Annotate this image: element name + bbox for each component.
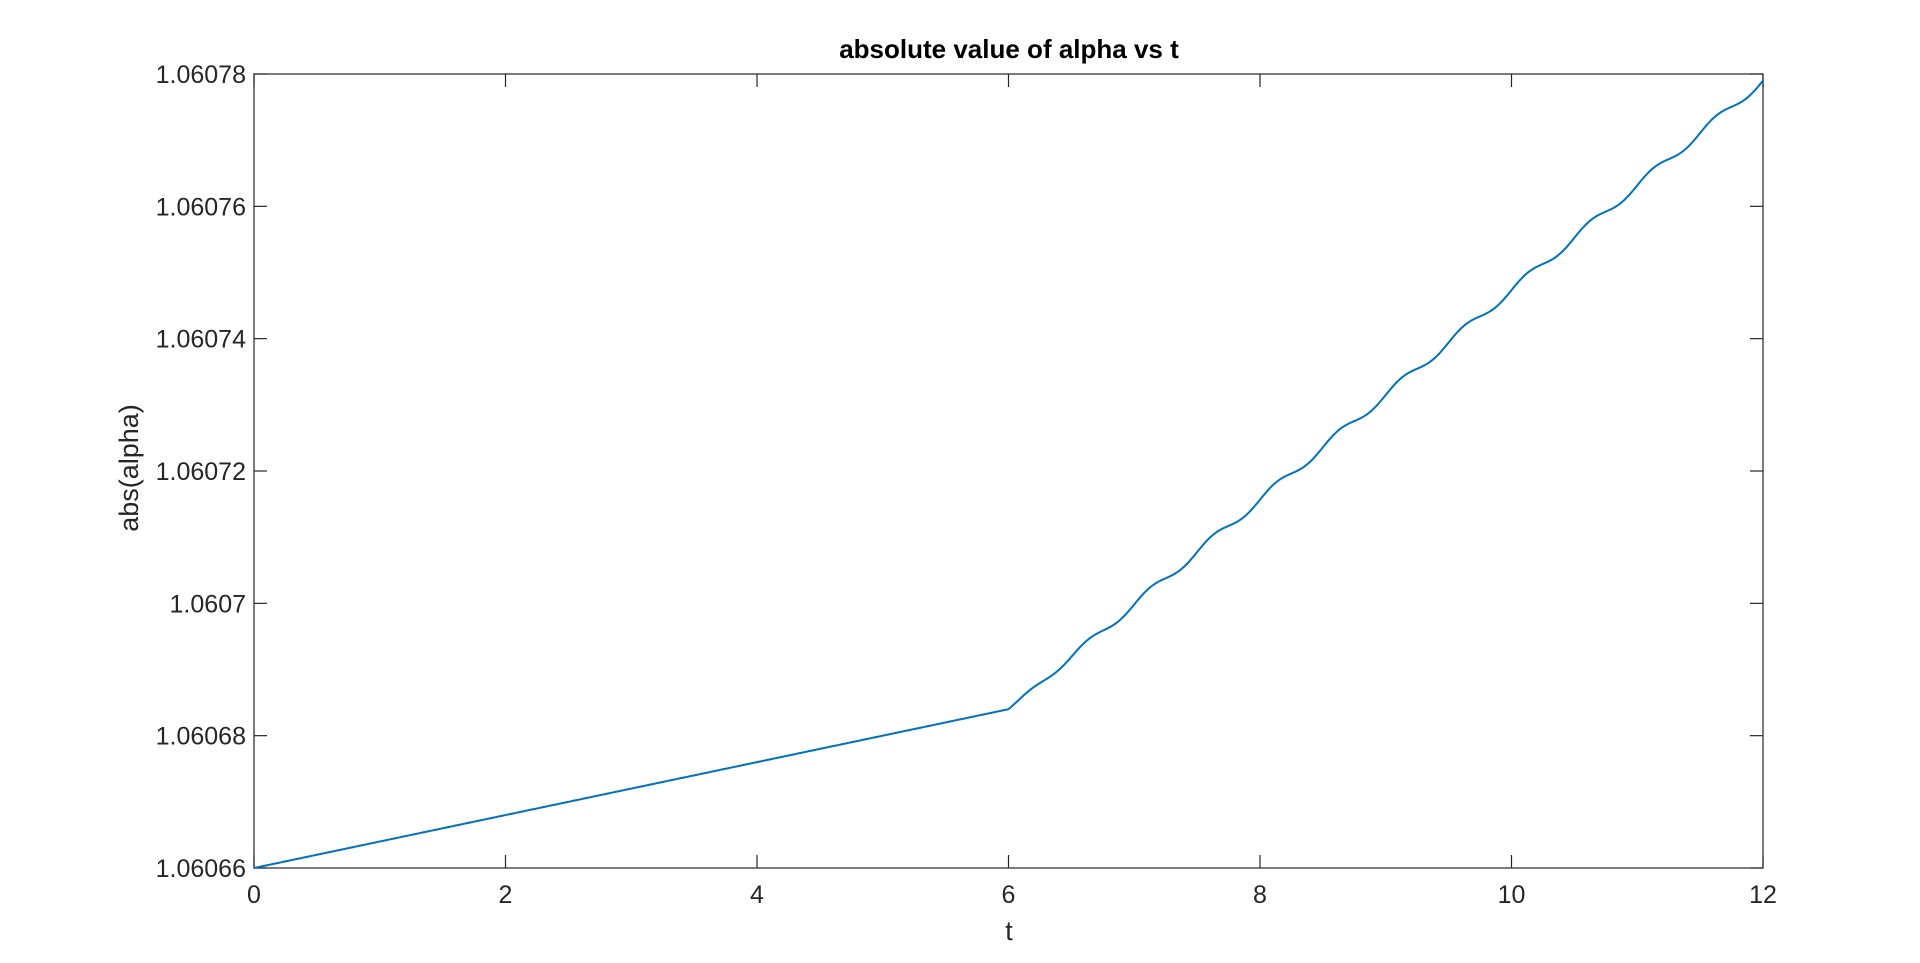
y-tick-label: 1.06066 xyxy=(156,855,246,883)
y-axis-label: abs(alpha) xyxy=(114,404,144,532)
x-tick-label: 12 xyxy=(1749,881,1777,909)
x-tick-label: 8 xyxy=(1253,881,1267,909)
x-tick-label: 4 xyxy=(750,881,764,909)
series-line xyxy=(253,79,1764,869)
plot-area: 0 2 4 6 8 10 12 1.06066 1.06068 1.0607 1.06072 1.06… xyxy=(156,61,1777,909)
y-tick-label: 1.06074 xyxy=(156,326,246,354)
y-tick-label: 1.06068 xyxy=(156,723,246,751)
x-tick-label: 6 xyxy=(1002,881,1016,909)
y-tick-label: 1.06078 xyxy=(156,61,246,89)
x-axis-label: t xyxy=(1005,916,1013,946)
x-tick-label: 0 xyxy=(247,881,261,909)
y-tick-label: 1.06076 xyxy=(156,193,246,221)
x-tick-label: 2 xyxy=(499,881,513,909)
chart-title: absolute value of alpha vs t xyxy=(839,34,1179,64)
y-tick-label: 1.0607 xyxy=(170,590,246,618)
y-tick-label: 1.06072 xyxy=(156,458,246,486)
x-tick-label: 10 xyxy=(1498,881,1526,909)
